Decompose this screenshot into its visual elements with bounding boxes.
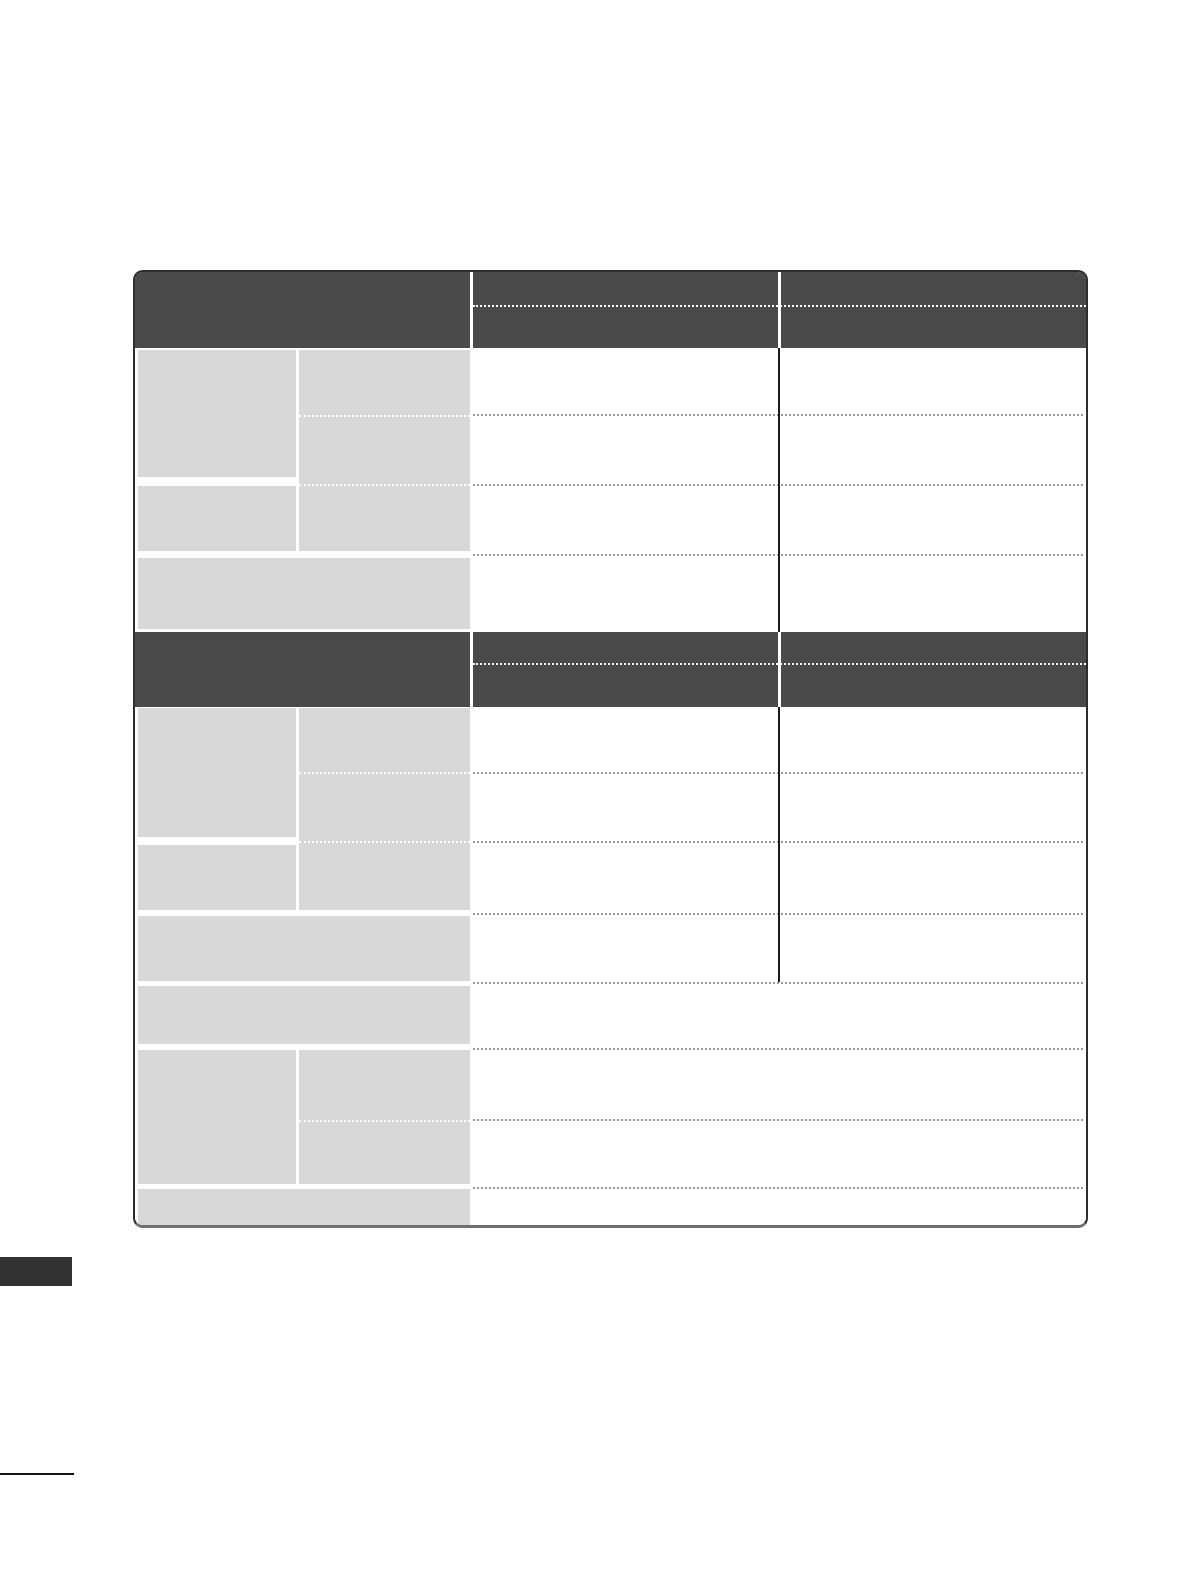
sec2-label-cell-merged-1 bbox=[138, 916, 470, 981]
specifications-table bbox=[133, 270, 1088, 1228]
row-separator-dotted bbox=[473, 982, 1083, 984]
header-dotted-separator bbox=[473, 663, 1086, 665]
sec2-label-cell-b3 bbox=[299, 1050, 470, 1184]
page-tab-marker bbox=[0, 1257, 72, 1286]
sec1-label-cell-merged bbox=[138, 558, 470, 629]
row-separator-dotted bbox=[473, 1119, 1083, 1121]
sec2-label-cell-a1 bbox=[138, 708, 296, 837]
label-cell-dotted-divider bbox=[299, 1120, 470, 1122]
sec2-label-cell-a2 bbox=[138, 845, 296, 910]
section-2-header-row bbox=[135, 632, 1086, 707]
header-column-divider bbox=[778, 632, 781, 707]
header-column-divider bbox=[470, 632, 473, 707]
label-cell-dotted-divider bbox=[299, 415, 470, 417]
content-column-divider bbox=[778, 348, 780, 632]
header-column-divider bbox=[470, 272, 473, 348]
sec2-label-cell-a3 bbox=[138, 1050, 296, 1184]
sec2-label-cell-b bbox=[299, 708, 470, 910]
sec1-label-cell-a1 bbox=[138, 350, 296, 477]
content-column-divider bbox=[778, 707, 780, 982]
section-1-header-row bbox=[135, 272, 1086, 348]
sec2-label-cell-merged-bottom bbox=[138, 1189, 470, 1225]
label-cell-dotted-divider bbox=[299, 772, 470, 774]
footer-rule bbox=[0, 1473, 74, 1475]
row-separator-dotted bbox=[473, 1048, 1083, 1050]
header-column-divider bbox=[778, 272, 781, 348]
sec1-label-cell-a2 bbox=[138, 486, 296, 551]
sec1-label-cell-b bbox=[299, 350, 470, 551]
sec2-label-cell-merged-2 bbox=[138, 986, 470, 1044]
header-dotted-separator bbox=[473, 305, 1086, 307]
label-cell-dotted-divider bbox=[299, 841, 470, 843]
label-cell-dotted-divider bbox=[299, 484, 470, 486]
row-separator-dotted bbox=[473, 1187, 1083, 1189]
